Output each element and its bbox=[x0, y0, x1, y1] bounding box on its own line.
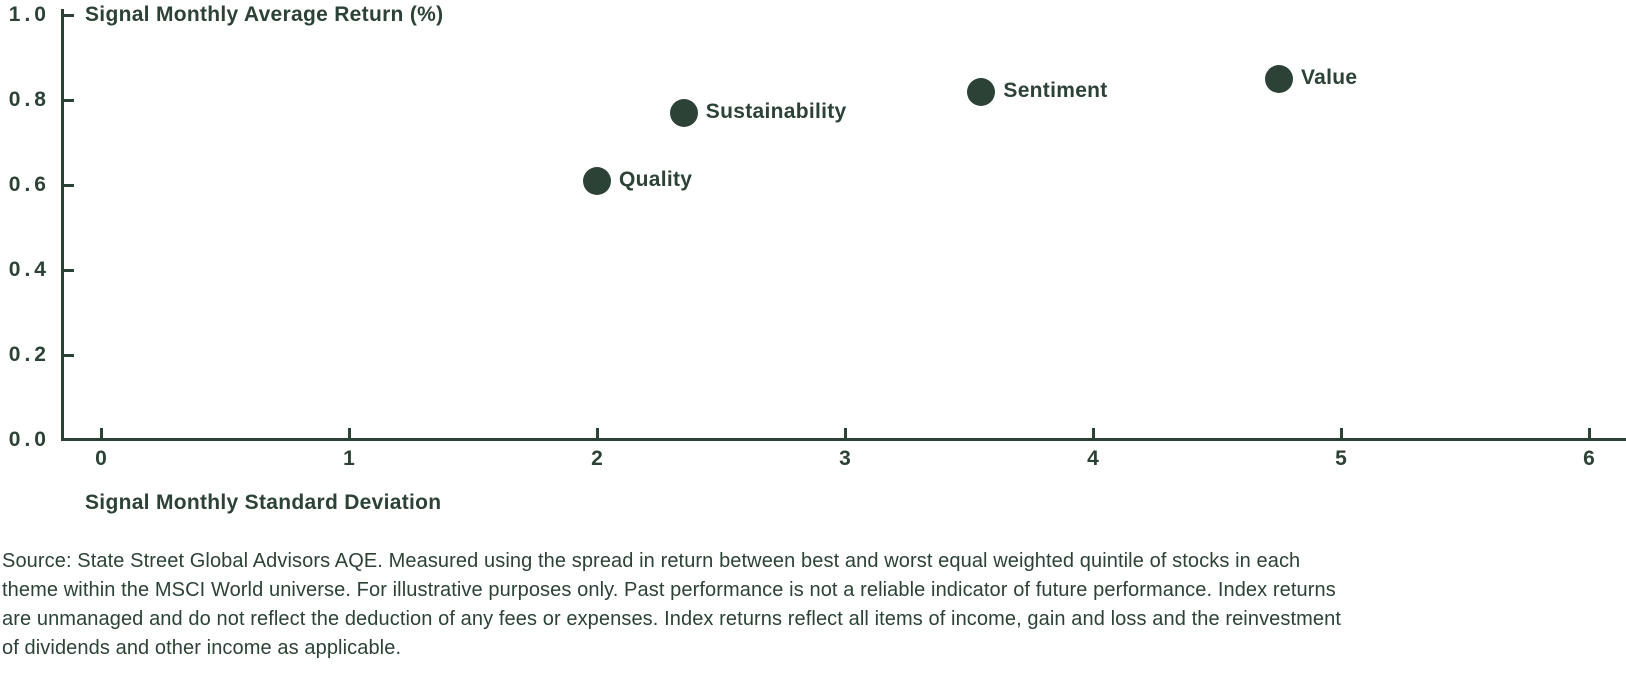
x-tick-label: 6 bbox=[1583, 447, 1595, 470]
data-point-quality bbox=[583, 166, 611, 195]
x-tick-label: 5 bbox=[1335, 447, 1347, 470]
x-tick-mark bbox=[1587, 428, 1591, 438]
y-tick-label: 0.8 bbox=[8, 88, 50, 111]
x-tick-mark bbox=[1091, 428, 1095, 438]
x-tick-label: 1 bbox=[343, 447, 355, 470]
data-point-sustainability bbox=[669, 98, 698, 127]
data-point-sentiment bbox=[967, 77, 996, 106]
x-tick-mark bbox=[347, 428, 351, 438]
y-tick-label: 0.0 bbox=[8, 428, 50, 451]
y-tick-mark bbox=[64, 353, 74, 357]
data-point-label-value: Value bbox=[1301, 65, 1358, 89]
y-tick-mark bbox=[64, 13, 74, 17]
x-tick-mark bbox=[99, 428, 103, 438]
source-note-line: are unmanaged and do not reflect the ded… bbox=[2, 608, 1342, 630]
y-tick-mark bbox=[64, 183, 74, 187]
data-point-value bbox=[1265, 64, 1293, 93]
x-tick-label: 4 bbox=[1087, 447, 1099, 470]
y-tick-label: 0.4 bbox=[8, 258, 50, 281]
x-tick-label: 3 bbox=[839, 447, 851, 470]
x-tick-mark bbox=[595, 428, 599, 438]
y-tick-label: 0.6 bbox=[8, 173, 50, 196]
y-tick-label: 1.0 bbox=[8, 3, 50, 26]
source-note-line: theme within the MSCI World universe. Fo… bbox=[2, 579, 1336, 601]
data-point-label-quality: Quality bbox=[619, 167, 693, 191]
source-note-line: of dividends and other income as applica… bbox=[2, 637, 402, 659]
x-axis-title: Signal Monthly Standard Deviation bbox=[85, 491, 442, 514]
data-point-label-sentiment: Sentiment bbox=[1003, 78, 1108, 102]
x-tick-mark bbox=[843, 428, 847, 438]
source-note: Source: State Street Global Advisors AQE… bbox=[2, 547, 1341, 663]
x-axis-line bbox=[61, 438, 1626, 441]
y-axis-title: Signal Monthly Average Return (%) bbox=[85, 3, 444, 26]
y-tick-mark bbox=[64, 268, 74, 272]
y-tick-mark bbox=[64, 98, 74, 102]
data-point-label-sustainability: Sustainability bbox=[705, 99, 847, 123]
y-axis-line bbox=[61, 9, 64, 441]
x-tick-label: 0 bbox=[95, 447, 107, 470]
x-tick-label: 2 bbox=[591, 447, 603, 470]
x-tick-mark bbox=[1339, 428, 1343, 438]
source-note-line: Source: State Street Global Advisors AQE… bbox=[2, 550, 1301, 572]
y-tick-label: 0.2 bbox=[8, 343, 50, 366]
